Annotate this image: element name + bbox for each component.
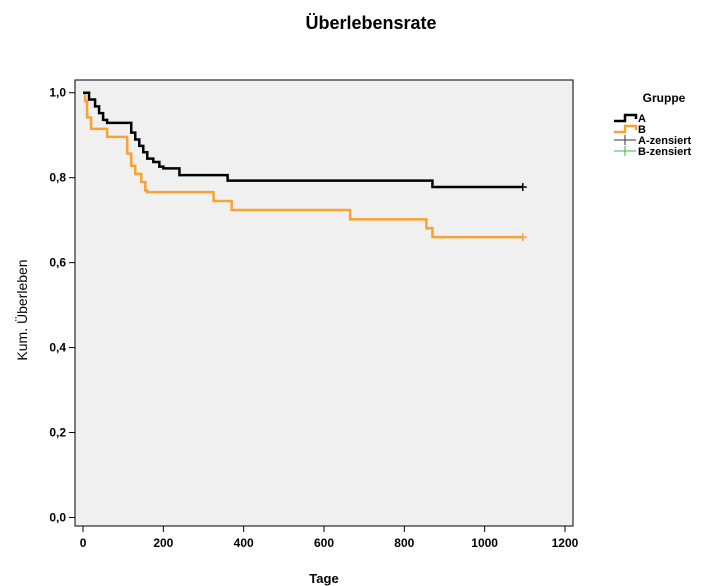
legend-item-a: A xyxy=(614,113,646,125)
legend-item-b: B xyxy=(614,124,646,136)
y-tick-label: 0,0 xyxy=(49,511,66,525)
censor-mark-b xyxy=(518,233,527,242)
legend-swatch xyxy=(614,124,638,134)
x-tick-label: 400 xyxy=(234,536,254,550)
y-tick-label: 0,6 xyxy=(49,256,66,270)
legend-label: A xyxy=(638,113,646,125)
censor-layer xyxy=(518,183,527,242)
legend-swatch xyxy=(614,146,636,156)
x-tick-label: 600 xyxy=(314,536,334,550)
y-tick-label: 0,2 xyxy=(49,426,66,440)
x-tick-label: 0 xyxy=(80,536,87,550)
legend-label: A-zensiert xyxy=(638,135,692,147)
plot-area xyxy=(74,79,574,527)
censor-mark-a xyxy=(518,183,527,192)
legend-swatch xyxy=(614,113,638,123)
y-axis-label: Kum. Überleben xyxy=(13,259,30,360)
series-line-b xyxy=(83,91,523,239)
legend-swatch xyxy=(614,135,636,145)
series-layer xyxy=(83,91,523,239)
x-tick-label: 200 xyxy=(153,536,173,550)
legend-label: B xyxy=(638,124,646,136)
legend-item-a-zensiert: A-zensiert xyxy=(614,135,692,147)
y-tick-label: 0,4 xyxy=(49,341,66,355)
legend-item-b-zensiert: B-zensiert xyxy=(614,146,692,158)
x-axis: 0 200 400 600 800 1000 1200 xyxy=(80,526,579,550)
chart-title: Überlebensrate xyxy=(305,13,436,33)
y-axis: 0,0 0,2 0,4 0,6 0,8 1,0 xyxy=(49,86,75,525)
x-tick-label: 1000 xyxy=(471,536,498,550)
x-tick-label: 1200 xyxy=(552,536,579,550)
series-line-a xyxy=(83,91,523,189)
y-tick-label: 1,0 xyxy=(49,86,66,100)
x-tick-label: 800 xyxy=(394,536,414,550)
legend-label: B-zensiert xyxy=(638,146,692,158)
legend-title: Gruppe xyxy=(643,91,686,105)
x-axis-label: Tage xyxy=(309,571,338,586)
y-tick-label: 0,8 xyxy=(49,171,66,185)
